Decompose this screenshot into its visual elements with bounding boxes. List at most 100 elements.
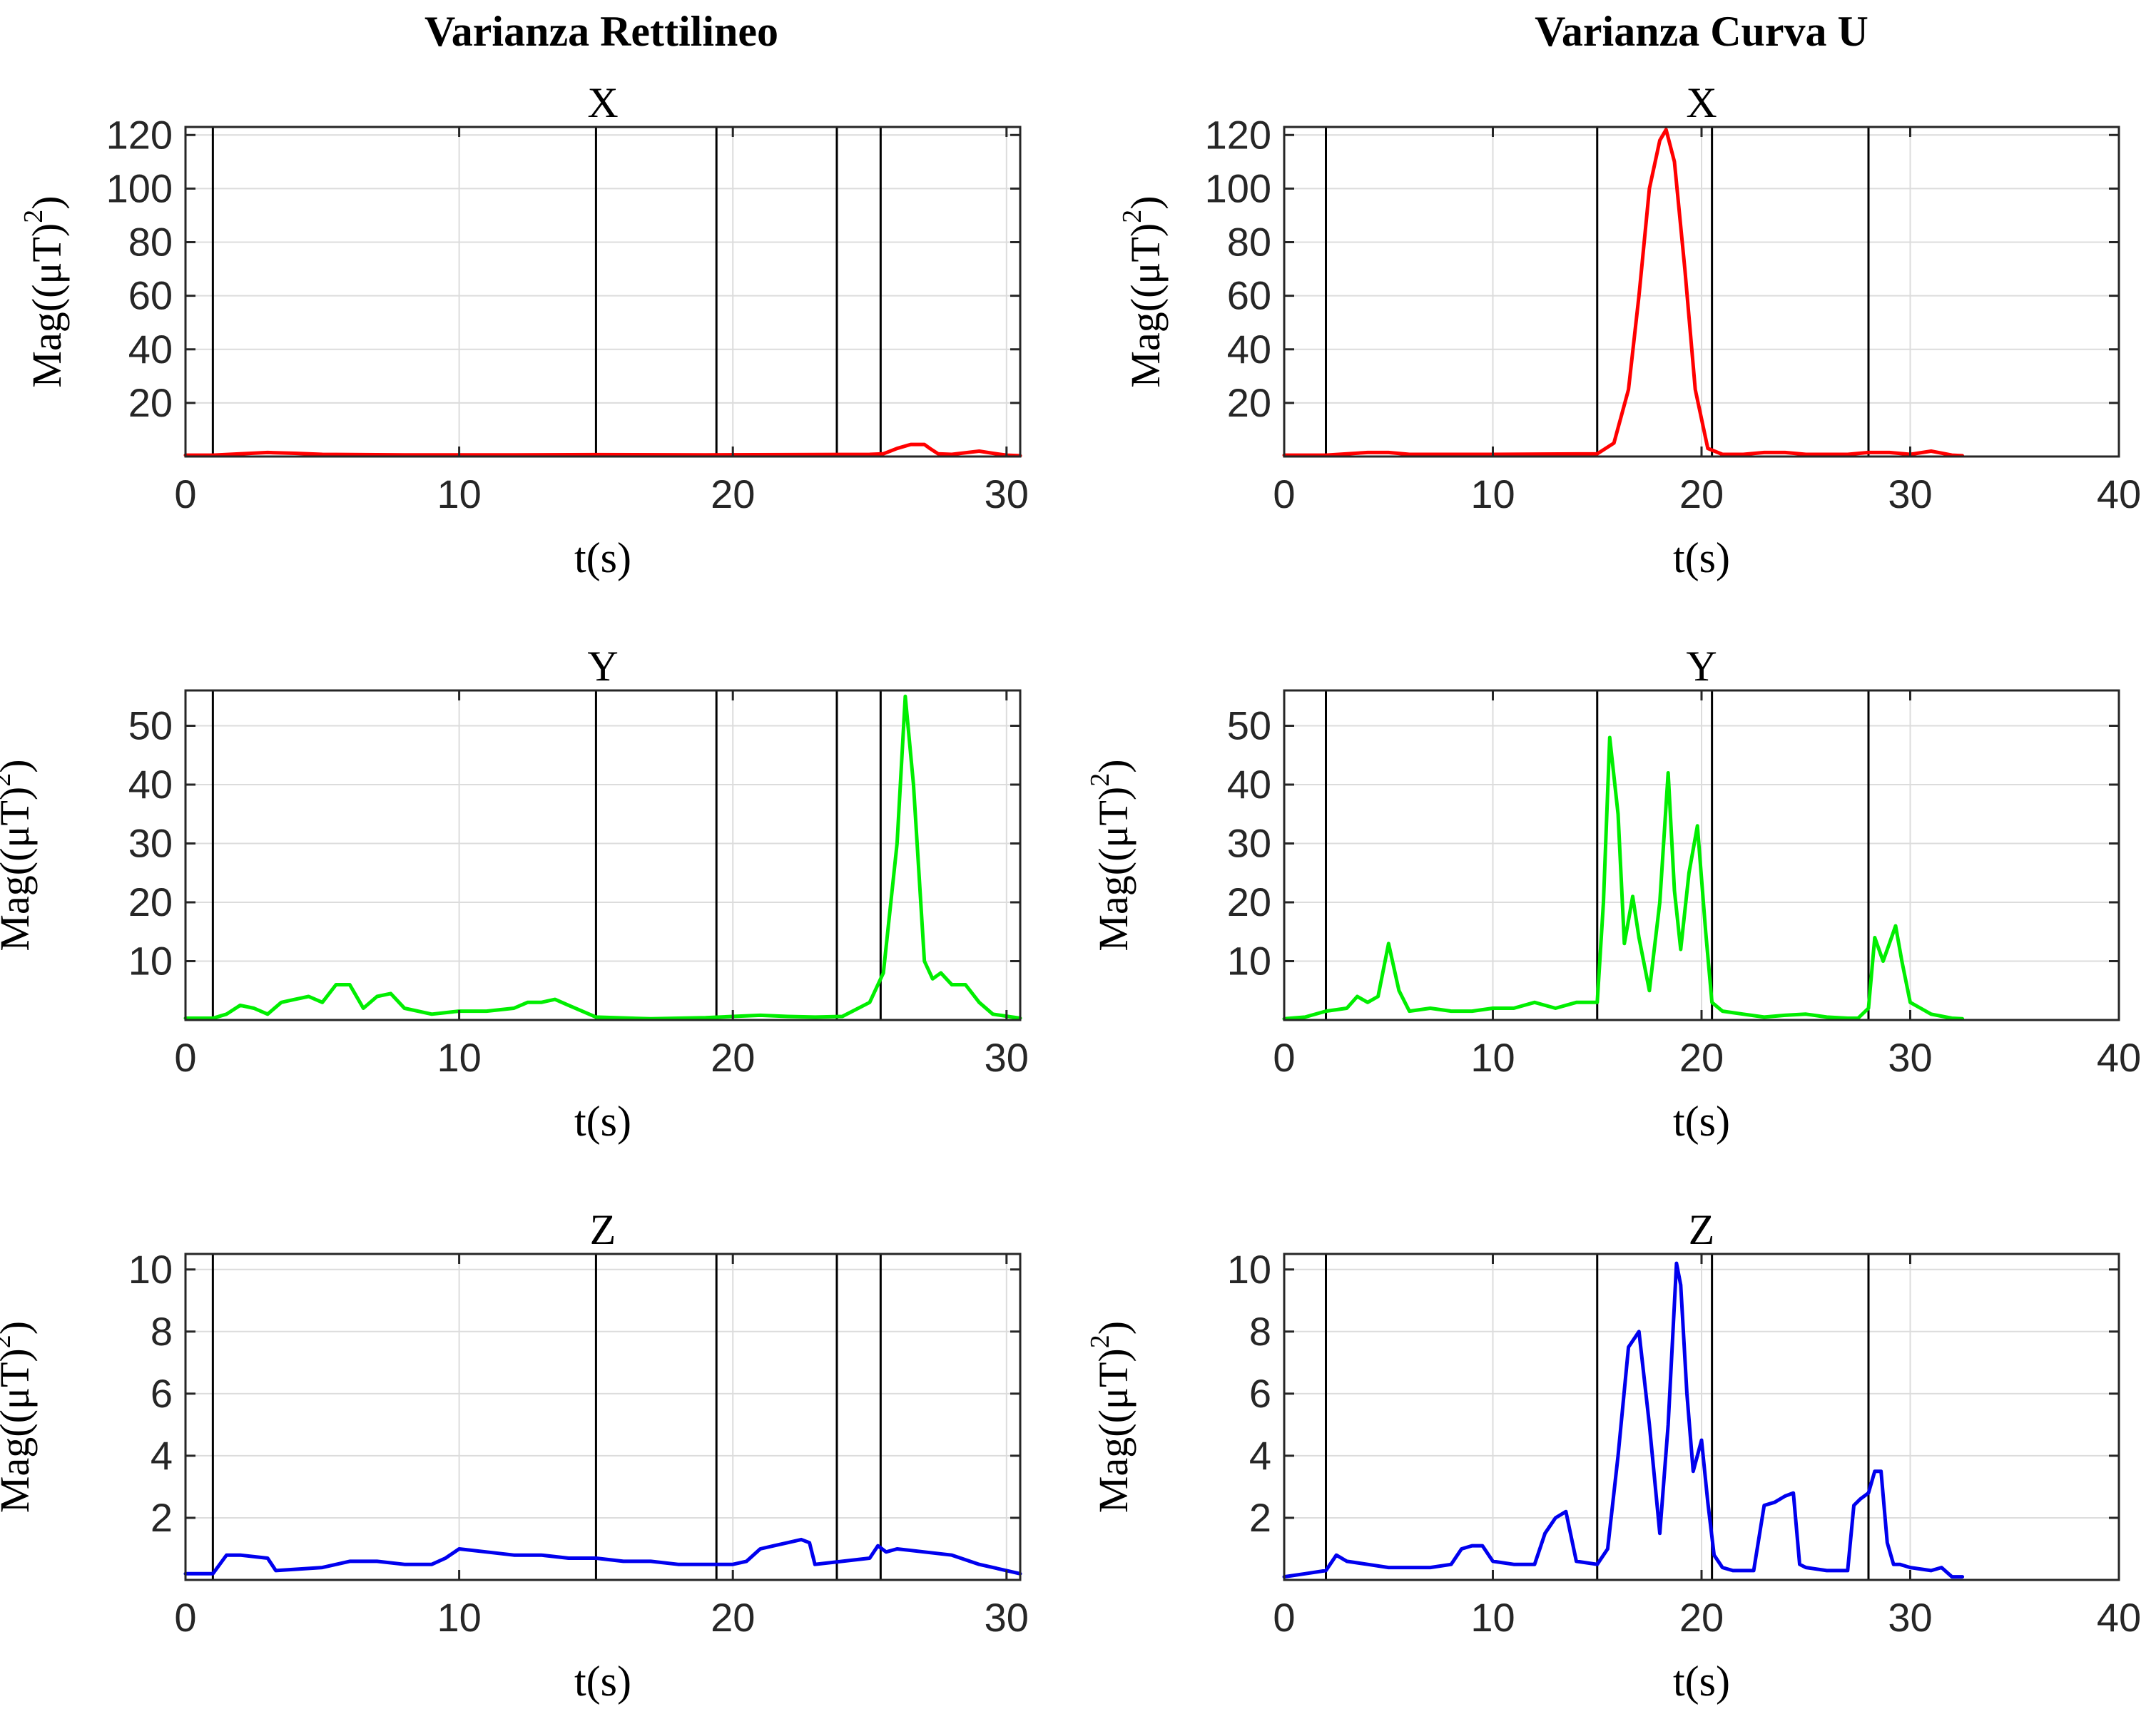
panel-x-curva-u: 0 10 20 30 40 20 40 60 80 100 120 Xt(s) Mag((μT)2) (1117, 79, 2141, 581)
axes-box (184, 689, 1022, 1021)
series-line (1282, 1261, 1965, 1579)
y-tick-label: 6 (151, 1371, 173, 1416)
y-tick-label: 2 (151, 1495, 173, 1540)
y-axis-label-superscript: 2 (1085, 773, 1115, 787)
y-axis-label-main: Mag((μT) (1122, 223, 1169, 388)
x-tick-label: 0 (1273, 1035, 1295, 1080)
y-tick-label: 40 (1227, 762, 1271, 807)
y-axis-label: Mag((μT)2) (0, 1321, 38, 1513)
panel-title: Y (587, 643, 618, 690)
axes-box (184, 126, 1022, 458)
y-axis-label-suffix: ) (0, 759, 38, 772)
y-axis-label-suffix: ) (1122, 195, 1169, 209)
x-tick-label: 30 (985, 1595, 1029, 1640)
y-tick-label: 6 (1249, 1371, 1271, 1416)
x-tick-label: 40 (2097, 1035, 2141, 1080)
y-tick-label: 120 (106, 112, 173, 157)
y-axis-label: Mag((μT)2) (1085, 1321, 1137, 1513)
x-tick-label: 30 (1888, 1035, 1932, 1080)
panel-title: Z (1689, 1206, 1715, 1253)
y-tick-label: 80 (128, 220, 173, 265)
y-tick-label: 10 (128, 1247, 173, 1292)
y-axis-label-suffix: ) (0, 1321, 38, 1335)
series-line (183, 442, 1022, 458)
axes-box (184, 1253, 1022, 1581)
y-axis-label-main: Mag((μT) (0, 1348, 38, 1513)
x-tick-label: 10 (1470, 1595, 1515, 1640)
x-tick-label: 20 (1679, 1595, 1724, 1640)
y-tick-label: 40 (1227, 327, 1271, 372)
y-tick-label: 20 (128, 879, 173, 924)
y-axis-label-main: Mag((μT) (24, 223, 70, 388)
x-tick-label: 0 (174, 471, 196, 516)
x-tick-label: 10 (1470, 1035, 1515, 1080)
x-tick-label: 0 (174, 1595, 196, 1640)
y-axis-label-main: Mag((μT) (0, 787, 38, 952)
x-tick-label: 10 (1470, 471, 1515, 516)
y-tick-label: 2 (1249, 1495, 1271, 1540)
panel-title: Z (590, 1206, 616, 1253)
series-line (183, 1537, 1022, 1576)
y-axis-label-main: Mag((μT) (1090, 1348, 1137, 1513)
x-tick-label: 30 (985, 1035, 1029, 1080)
series-line (183, 694, 1022, 1021)
y-tick-label: 100 (106, 165, 173, 210)
y-tick-label: 10 (1227, 939, 1271, 984)
x-tick-label: 30 (1888, 471, 1932, 516)
x-tick-label: 10 (437, 471, 481, 516)
series-line (1282, 735, 1965, 1021)
column-title-rettilineo: Varianza Rettilineo (424, 8, 778, 55)
column-title-curva-u: Varianza Curva U (1535, 8, 1868, 55)
panel-y-curva-u: 0 10 20 30 40 10 20 30 40 50 Yt(s) Mag((μT)2) (1085, 643, 2141, 1145)
plot-area (185, 127, 1020, 457)
x-tick-label: 30 (1888, 1595, 1932, 1640)
x-tick-label: 0 (174, 1035, 196, 1080)
x-tick-label: 0 (1273, 471, 1295, 516)
y-axis-label-superscript: 2 (19, 210, 49, 223)
x-tick-label: 10 (437, 1035, 481, 1080)
panel-title: X (587, 79, 618, 126)
x-tick-label: 20 (711, 1035, 755, 1080)
panel-x-rettilineo: 0 10 20 30 20 40 60 80 100 120 Xt(s) Mag((μT)2) (19, 79, 1029, 581)
panel-title: Y (1686, 643, 1717, 690)
x-tick-label: 10 (437, 1595, 481, 1640)
y-tick-label: 50 (128, 703, 173, 748)
y-tick-label: 80 (1227, 220, 1271, 265)
x-tick-label: 0 (1273, 1595, 1295, 1640)
y-tick-label: 20 (1227, 380, 1271, 425)
series-line (1282, 128, 1965, 458)
y-tick-label: 4 (151, 1433, 173, 1478)
y-axis-label: Mag((μT)2) (1085, 759, 1137, 951)
y-tick-label: 20 (128, 380, 173, 425)
x-axis-label: t(s) (574, 1658, 631, 1705)
y-axis-label: Mag((μT)2) (1117, 195, 1169, 387)
x-tick-label: 20 (711, 1595, 755, 1640)
y-axis-label-superscript: 2 (1085, 1335, 1115, 1348)
y-tick-label: 4 (1249, 1433, 1271, 1478)
x-axis-label: t(s) (1673, 1658, 1730, 1705)
y-axis-label-superscript: 2 (1117, 210, 1147, 223)
y-tick-label: 10 (128, 939, 173, 984)
x-axis-label: t(s) (1673, 1098, 1730, 1145)
x-tick-label: 20 (1679, 1035, 1724, 1080)
y-tick-label: 20 (1227, 879, 1271, 924)
x-axis-label: t(s) (574, 534, 631, 581)
y-axis-label-main: Mag((μT) (1090, 787, 1137, 952)
y-axis-label-suffix: ) (24, 195, 70, 209)
y-tick-label: 60 (1227, 273, 1271, 318)
x-tick-label: 40 (2097, 471, 2141, 516)
y-tick-label: 40 (128, 762, 173, 807)
x-axis-label: t(s) (1673, 534, 1730, 581)
y-axis-label-suffix: ) (1090, 1321, 1137, 1335)
plot-area (185, 1254, 1020, 1580)
y-tick-label: 8 (1249, 1309, 1271, 1354)
y-axis-label-superscript: 2 (0, 773, 16, 787)
y-tick-label: 30 (1227, 821, 1271, 866)
y-tick-label: 8 (151, 1309, 173, 1354)
x-tick-label: 30 (985, 471, 1029, 516)
y-axis-label-superscript: 2 (0, 1335, 16, 1348)
